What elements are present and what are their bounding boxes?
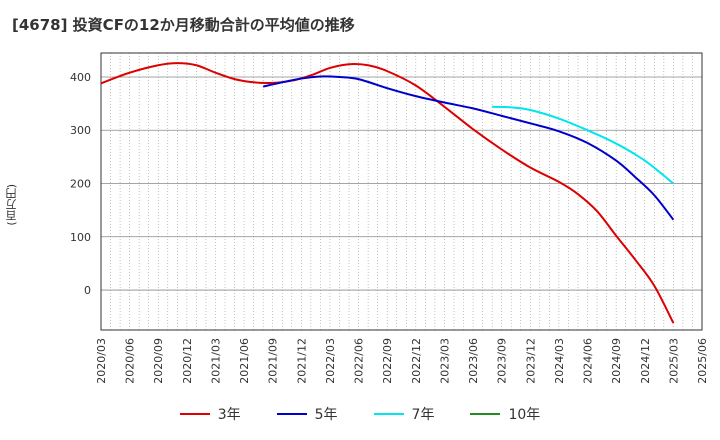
legend-label: 7年 xyxy=(411,407,435,423)
legend-item-2: 5年 xyxy=(276,404,338,424)
y-tick-label: 200 xyxy=(70,178,91,191)
legend-label: 3年 xyxy=(217,407,241,423)
legend-swatch xyxy=(470,413,501,415)
plot-frame xyxy=(100,52,703,331)
x-tick-label: 2021/09 xyxy=(267,338,280,384)
x-tick-label: 2025/03 xyxy=(667,338,680,384)
x-tick-label: 2022/12 xyxy=(410,338,423,384)
x-tick-label: 2023/06 xyxy=(467,338,480,384)
x-tick-label: 2021/12 xyxy=(295,338,308,384)
legend-label: 10年 xyxy=(508,407,541,423)
y-tick-label: 100 xyxy=(70,231,91,244)
x-tick-label: 2020/12 xyxy=(181,338,194,384)
x-tick-label: 2020/06 xyxy=(124,338,137,384)
legend-swatch xyxy=(179,413,210,415)
x-tick-label: 2023/03 xyxy=(438,338,451,384)
legend-item-1: 3年 xyxy=(179,404,241,424)
x-tick-label: 2024/09 xyxy=(610,338,623,384)
legend-swatch xyxy=(276,413,307,415)
x-tick-label: 2022/03 xyxy=(324,338,337,384)
legend-label: 5年 xyxy=(314,407,338,423)
x-tick-label: 2024/12 xyxy=(639,338,652,384)
x-tick-label: 2022/06 xyxy=(353,338,366,384)
chart-title: [4678] 投資CFの12か月移動合計の平均値の推移 xyxy=(12,16,355,34)
x-tick-label: 2020/03 xyxy=(95,338,108,384)
legend-item-4: 10年 xyxy=(470,404,540,424)
x-tick-label: 2020/09 xyxy=(152,338,165,384)
legend-item-3: 7年 xyxy=(373,404,435,424)
x-tick-label: 2023/09 xyxy=(496,338,509,384)
x-tick-label: 2022/09 xyxy=(381,338,394,384)
x-tick-label: 2025/06 xyxy=(696,338,709,384)
x-tick-label: 2023/12 xyxy=(524,338,537,384)
x-tick-label: 2021/03 xyxy=(209,338,222,384)
y-tick-label: 400 xyxy=(70,71,91,84)
x-tick-label: 2024/06 xyxy=(582,338,595,384)
legend: 3年 5年 7年 10年 xyxy=(0,402,720,426)
legend-swatch xyxy=(373,413,404,415)
y-tick-label: 0 xyxy=(84,284,91,297)
y-tick-label: 300 xyxy=(70,124,91,137)
series-line-1 xyxy=(100,62,675,324)
series-line-2 xyxy=(262,75,675,221)
x-tick-label: 2021/06 xyxy=(238,338,251,384)
x-tick-label: 2024/03 xyxy=(553,338,566,384)
series-line-3 xyxy=(492,105,675,185)
